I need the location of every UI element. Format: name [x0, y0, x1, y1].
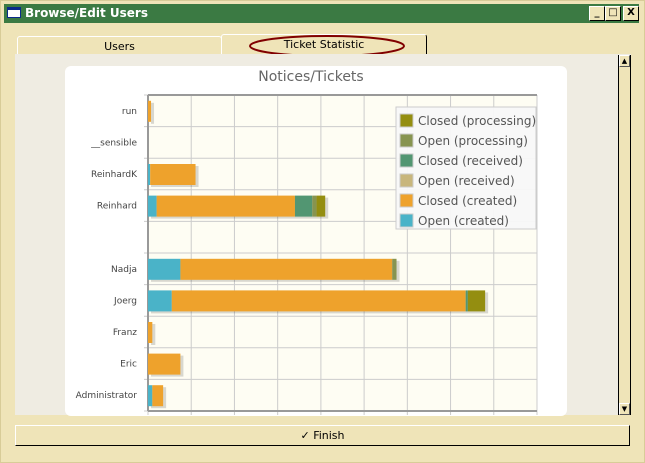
bar-segment	[148, 100, 152, 122]
legend-label: Open (processing)	[418, 134, 528, 148]
bar-segment	[467, 290, 486, 312]
bar-segment	[316, 195, 326, 217]
category-label: run	[122, 107, 137, 117]
category-label: Franz	[113, 328, 137, 338]
bar-segment	[148, 164, 151, 185]
close-button[interactable]: X	[623, 6, 639, 21]
legend	[395, 106, 537, 230]
scroll-up-button[interactable]: ▲	[619, 55, 630, 67]
bar-segment	[294, 195, 313, 217]
bar-shadow	[151, 102, 155, 124]
legend-label: Open (received)	[418, 174, 515, 188]
category-label: Nadja	[111, 265, 137, 275]
bar-segment	[392, 258, 397, 280]
legend-label: Open (created)	[418, 214, 509, 228]
bar-shadow	[151, 324, 156, 345]
legend-swatch	[399, 213, 414, 228]
tab-users[interactable]: Users	[17, 36, 222, 55]
tab-ticket-statistic-label: Ticket Statistic	[283, 38, 365, 51]
checkmark-icon: ✓	[300, 429, 314, 442]
bar-segment	[171, 290, 466, 312]
bar-segment	[148, 290, 172, 312]
title-bar: Browse/Edit Users _ □ X	[4, 4, 639, 23]
legend-swatch	[399, 133, 414, 148]
category-label: Joerg	[113, 296, 137, 306]
finish-label: Finish	[313, 429, 345, 442]
legend-swatch	[399, 113, 414, 128]
category-label: ReinhardK	[91, 170, 138, 180]
bar-segment	[148, 195, 157, 217]
bar-segment	[150, 164, 196, 185]
bar-segment	[156, 195, 295, 217]
bar-segment	[148, 385, 153, 407]
tab-ticket-statistic[interactable]: Ticket Statistic	[221, 34, 427, 57]
category-label: Eric	[120, 360, 137, 370]
window-icon	[7, 7, 21, 18]
legend-swatch	[399, 173, 414, 188]
window-title: Browse/Edit Users	[25, 6, 148, 20]
finish-button[interactable]: ✓ Finish	[15, 425, 630, 446]
chart-title: Notices/Tickets	[258, 69, 363, 85]
legend-label: Closed (processing)	[418, 114, 536, 128]
legend-swatch	[399, 193, 414, 208]
legend-label: Closed (received)	[418, 154, 523, 168]
bar-segment	[152, 385, 164, 407]
scroll-down-button[interactable]: ▼	[619, 403, 630, 415]
category-label: __sensible	[90, 138, 137, 148]
bar-segment	[180, 258, 393, 280]
bar-segment	[465, 290, 468, 312]
bar-segment	[312, 195, 317, 217]
maximize-button[interactable]: □	[605, 6, 621, 21]
bar-segment	[148, 258, 181, 280]
notices-tickets-chart: Notices/Tickets run __sensible ReinhardK Rei…	[76, 69, 538, 415]
bar-segment	[148, 353, 181, 375]
category-label: Reinhard	[97, 202, 137, 212]
category-label: Administrator	[76, 391, 138, 401]
vertical-scrollbar[interactable]: ▲ ▼	[618, 55, 631, 415]
minimize-button[interactable]: _	[589, 6, 605, 21]
legend-swatch	[399, 153, 414, 168]
legend-label: Closed (created)	[418, 194, 517, 208]
bar-segment	[148, 322, 153, 343]
